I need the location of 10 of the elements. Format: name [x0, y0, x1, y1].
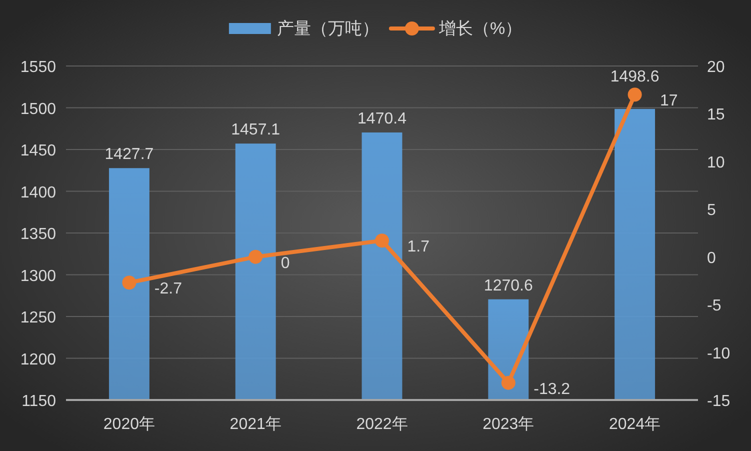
label: 1470.4 [358, 110, 406, 128]
label: 1457.1 [231, 122, 280, 139]
label: 1498.6 [610, 68, 660, 86]
label: 1270.6 [484, 277, 533, 294]
label: -13.2 [534, 380, 570, 398]
label: -2.7 [154, 280, 182, 298]
label: 1427.7 [104, 146, 154, 164]
label: 1.7 [407, 238, 430, 256]
label: 17 [660, 92, 678, 110]
label: 0 [280, 254, 290, 272]
